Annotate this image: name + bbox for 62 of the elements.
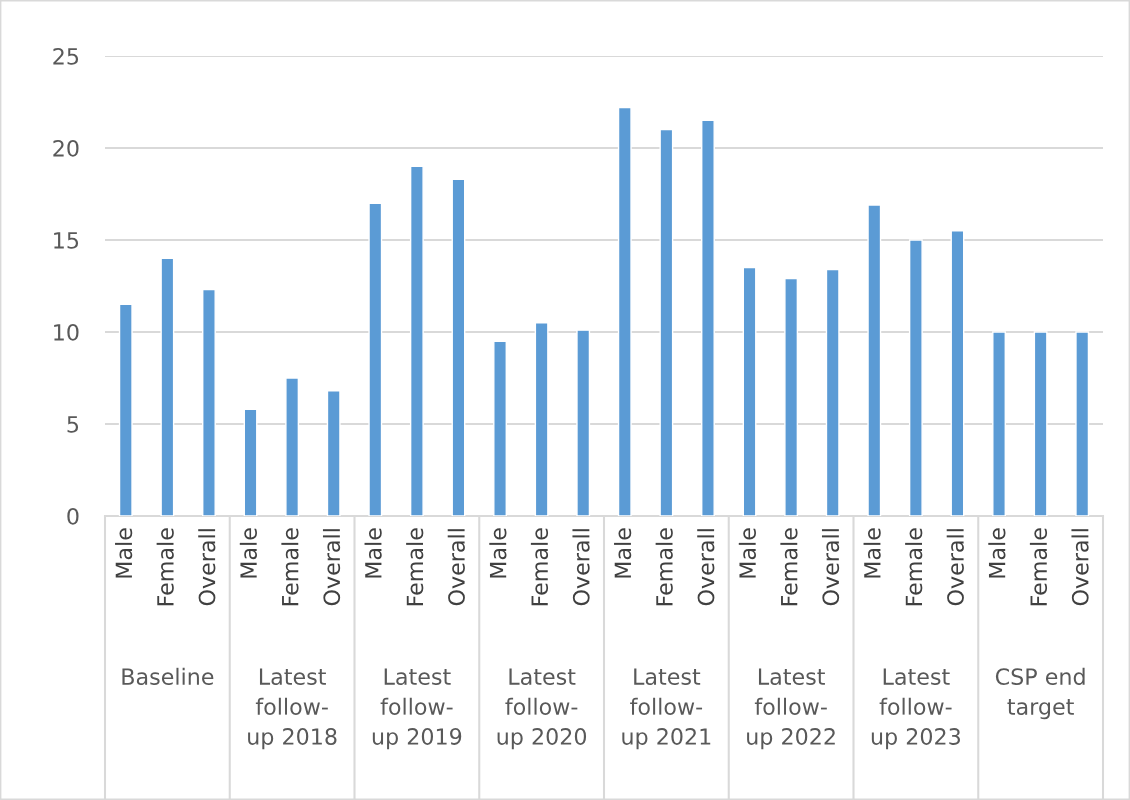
bar	[742, 266, 757, 516]
bar	[243, 408, 258, 516]
bar	[1033, 331, 1048, 516]
bar	[118, 303, 133, 516]
y-tick-label: 0	[67, 507, 79, 525]
x-tick-label: Overall	[198, 529, 216, 606]
x-tick-label: Overall	[1071, 529, 1089, 606]
text: Latest follow- up 2022	[747, 668, 835, 750]
bar	[908, 239, 923, 516]
bar	[659, 128, 674, 516]
x-tick-label: Male	[988, 528, 1006, 578]
bar	[825, 268, 840, 516]
x-tick-label: Female	[905, 528, 923, 606]
x-tick-label: Female	[1029, 528, 1048, 606]
x-tick-label: Male	[863, 528, 881, 578]
x-tick-label: Overall	[821, 529, 840, 606]
bar	[368, 202, 383, 516]
y-tick-label: 10	[54, 323, 79, 341]
x-tick-label: Female	[530, 528, 549, 606]
x-tick-label: Male	[738, 528, 756, 578]
x-tick-label: Male	[614, 528, 632, 578]
text: Latest follow- up 2021	[622, 668, 711, 750]
text: CSP end target	[995, 667, 1085, 720]
bar	[326, 390, 341, 516]
text: Baseline	[122, 667, 214, 685]
text: Latest follow- up 2018	[248, 668, 337, 750]
y-tick-label: 20	[53, 139, 79, 157]
x-tick-label: Overall	[697, 529, 715, 606]
x-tick-label: Female	[156, 528, 174, 606]
bar	[202, 288, 216, 516]
y-tick-label: 5	[67, 416, 79, 433]
text: Latest follow- up 2020	[497, 668, 587, 750]
x-tick-label: Female	[655, 528, 673, 606]
x-tick-label: Male	[115, 528, 133, 578]
bar	[160, 257, 175, 516]
bar	[950, 230, 965, 516]
bar	[992, 331, 1006, 516]
bar	[867, 204, 882, 516]
x-tick-label: Female	[780, 528, 798, 606]
x-tick-label: Overall	[572, 529, 590, 606]
text: Latest follow- up 2023	[871, 668, 960, 750]
x-tick-label: Male	[489, 528, 507, 578]
bar	[451, 178, 466, 516]
x-tick-label: Female	[281, 528, 299, 606]
text: Latest follow- up 2019	[372, 668, 462, 750]
x-tick-label: Overall	[946, 529, 964, 606]
bar	[1075, 331, 1090, 516]
y-tick-label: 15	[54, 232, 79, 249]
y-tick-label: 25	[53, 47, 79, 65]
x-tick-label: Male	[239, 528, 257, 578]
x-tick-label: Overall	[322, 529, 341, 606]
x-tick-label: Male	[364, 528, 382, 578]
bar	[534, 322, 549, 516]
x-tick-label: Overall	[447, 529, 465, 606]
x-tick-label: Female	[406, 528, 424, 606]
bar	[701, 119, 715, 516]
bar	[285, 377, 300, 516]
bar	[784, 277, 799, 516]
bar	[493, 340, 507, 516]
bar	[409, 165, 424, 516]
bar	[576, 329, 591, 516]
bar	[617, 106, 632, 516]
